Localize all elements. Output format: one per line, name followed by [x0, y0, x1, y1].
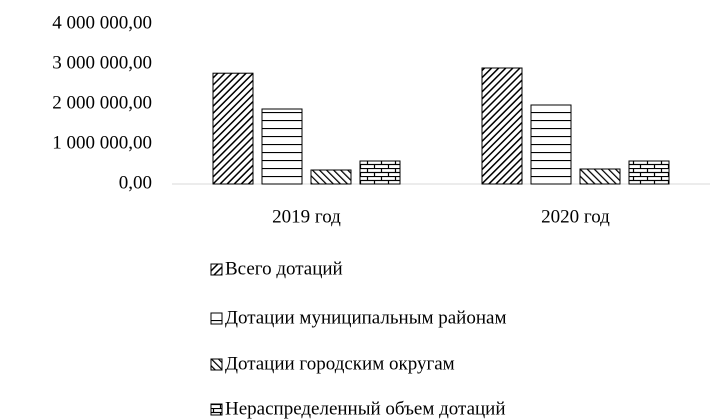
y-tick-label: 1 000 000,00 — [52, 132, 152, 153]
y-tick-label: 3 000 000,00 — [52, 52, 152, 73]
y-tick-label: 4 000 000,00 — [52, 12, 152, 33]
x-tick-label: 2019 год — [272, 206, 341, 227]
legend-label: Дотации муниципальным районам — [225, 307, 506, 328]
bar — [359, 160, 401, 185]
legend-label: Всего дотаций — [225, 258, 343, 279]
bar — [579, 168, 621, 185]
bar — [530, 104, 572, 185]
bar — [310, 169, 352, 185]
y-tick-label: 2 000 000,00 — [52, 92, 152, 113]
x-tick-label: 2020 год — [541, 206, 610, 227]
legend-swatch — [210, 403, 223, 416]
legend-swatch — [210, 263, 223, 276]
bar — [261, 108, 303, 185]
legend-swatch — [210, 312, 223, 325]
bar — [481, 67, 523, 185]
legend-label: Дотации городским округам — [225, 353, 455, 374]
bar — [212, 72, 254, 185]
bar — [628, 160, 670, 185]
legend-swatch — [210, 358, 223, 371]
legend-label: Нераспределенный объем дотаций — [225, 398, 506, 419]
y-tick-label: 0,00 — [119, 172, 152, 193]
